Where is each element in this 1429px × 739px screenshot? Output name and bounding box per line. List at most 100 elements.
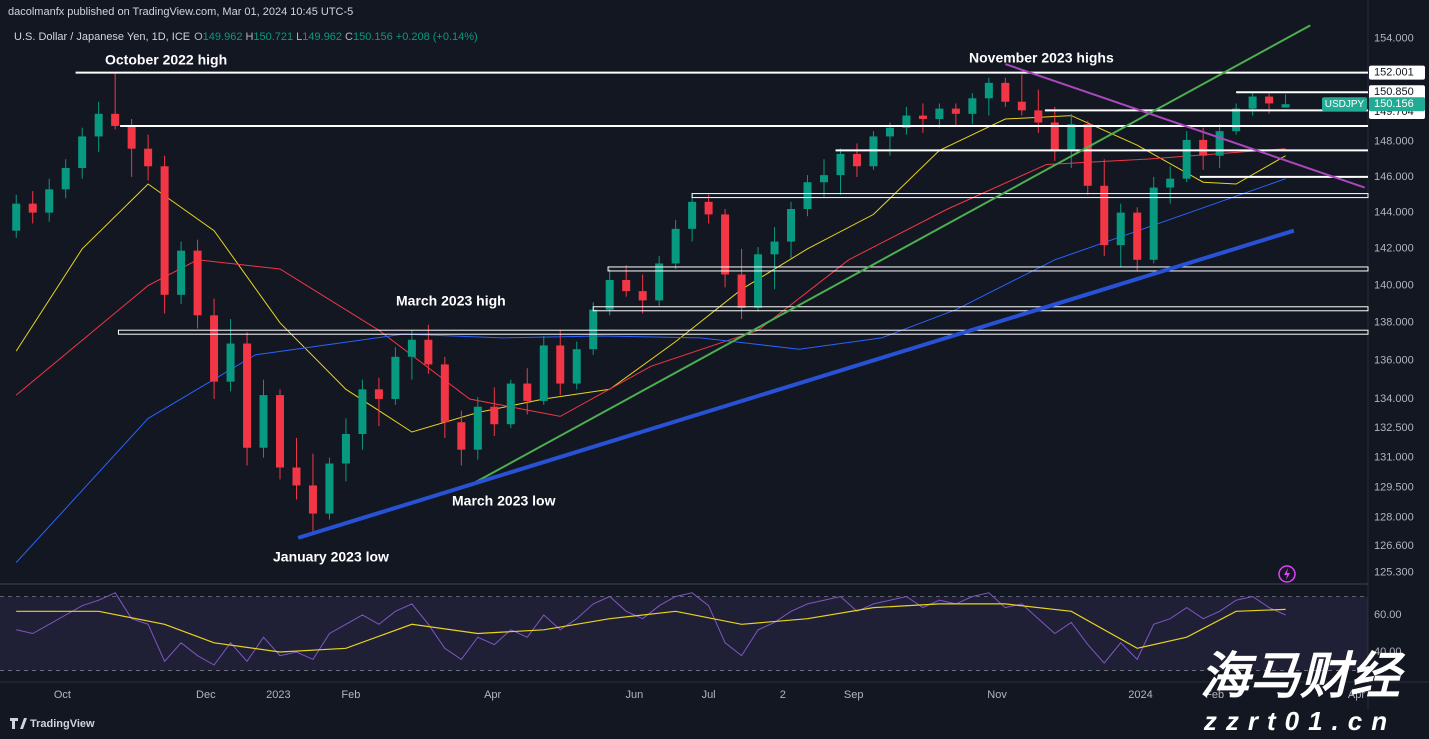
candle-body [589, 309, 598, 350]
plot-area: 60.00 40.00 154.000 148.000 146.000 144.000 14… [0, 24, 1425, 701]
price-label-box [1369, 85, 1425, 100]
candle-body [704, 201, 713, 215]
candle-body [160, 166, 169, 295]
candle-body [308, 485, 317, 514]
candle-body [490, 406, 499, 425]
candle-body [473, 406, 482, 450]
legend-key: C [345, 31, 353, 43]
x-tick-label: 2024 [1128, 689, 1152, 701]
candle-body [984, 82, 993, 99]
candle-body [193, 250, 202, 316]
level-zone [691, 193, 1369, 199]
symbol-tag: USDJPY [1325, 99, 1365, 110]
candle-body [1265, 96, 1274, 104]
candle-body [325, 463, 334, 514]
last-price-box [1369, 97, 1425, 112]
y-tick-label: 128.000 [1374, 511, 1414, 523]
candle-body [259, 395, 268, 448]
candle-body [177, 250, 186, 295]
trendline [297, 228, 1295, 540]
y-tick-label: 129.500 [1374, 481, 1414, 493]
rsi-line [16, 592, 1286, 666]
branding: TradingView [10, 718, 95, 730]
legend-value: 150.156 [353, 31, 393, 43]
candle-body [78, 136, 87, 169]
y-tick-label: 126.600 [1374, 540, 1414, 552]
candle-body [407, 339, 416, 357]
moving-average [15, 115, 1286, 433]
annotation: October 2022 high [105, 52, 227, 68]
symbol-legend: U.S. Dollar / Japanese Yen, 1D, ICE O149.… [14, 31, 478, 43]
candle-body [226, 343, 235, 382]
candle-body [210, 315, 219, 382]
candle-body [45, 189, 54, 213]
watermark: zzrt01.cn [1203, 706, 1396, 736]
candle-body [1199, 139, 1208, 156]
candle-body [358, 389, 367, 434]
x-tick-label: Feb [341, 689, 360, 701]
candle-body [655, 263, 664, 301]
candle-body [144, 148, 153, 167]
x-tick-label: 2 [780, 689, 786, 701]
last-price: 150.156 [1374, 98, 1414, 110]
published-note: dacolmanfx published on TradingView.com,… [8, 6, 353, 18]
candle-body [440, 364, 449, 423]
y-tick-label: 154.000 [1374, 33, 1414, 45]
candle-body [737, 274, 746, 308]
candle-body [638, 291, 647, 301]
candle-body [803, 182, 812, 210]
candle-body [754, 254, 763, 308]
candle-body [556, 345, 565, 384]
candle-body [391, 356, 400, 399]
candle-body [1149, 187, 1158, 260]
candle-body [852, 153, 861, 167]
candle-body [1166, 178, 1175, 188]
level-zone [607, 266, 1369, 272]
candle-body [902, 115, 911, 128]
candle-body [1182, 139, 1191, 179]
y-tick-label: 134.000 [1374, 393, 1414, 405]
y-tick-label: 132.500 [1374, 422, 1414, 434]
x-tick-label: Feb [1205, 689, 1224, 701]
candle-body [111, 113, 120, 126]
price-label-box [1369, 65, 1425, 80]
candle-body [918, 115, 927, 120]
candle-body [374, 389, 383, 399]
candle-body [572, 349, 581, 384]
y-tick-label: 140.000 [1374, 279, 1414, 291]
candle-body [951, 108, 960, 114]
candle-body [1281, 104, 1290, 108]
trendline [469, 24, 1311, 487]
candle-body [787, 209, 796, 242]
legend-change: +0.208 (+0.14%) [396, 31, 478, 43]
candle-body [292, 467, 301, 486]
candle-body [523, 383, 532, 401]
candle-body [622, 280, 631, 292]
candle-body [935, 108, 944, 120]
y-tick-label: 142.000 [1374, 243, 1414, 255]
candle-body [721, 214, 730, 275]
candle-body [1133, 212, 1142, 260]
y-tick-label: 136.000 [1374, 355, 1414, 367]
candle-body [1067, 124, 1076, 151]
candle-body [94, 113, 103, 137]
legend-value: 149.962 [203, 31, 243, 43]
price-label: 152.001 [1374, 66, 1414, 78]
brand-name: TradingView [30, 718, 95, 730]
candle-body [605, 280, 614, 310]
y-tick-label: 148.000 [1374, 136, 1414, 148]
symbol-tag-box [1322, 97, 1367, 112]
x-tick-label: Dec [196, 689, 216, 701]
candle-body [424, 339, 433, 365]
watermark: 海马财经 [1200, 648, 1406, 704]
x-tick-label: Jul [702, 689, 716, 701]
trendline [1005, 63, 1366, 189]
legend-key: O [194, 31, 203, 43]
candle-body [671, 228, 680, 264]
y-tick-label: 144.000 [1374, 207, 1414, 219]
candle-body [341, 433, 350, 464]
candle-body [1232, 108, 1241, 132]
y-tick-label: 125.300 [1374, 567, 1414, 579]
alert-icon [1278, 565, 1296, 583]
